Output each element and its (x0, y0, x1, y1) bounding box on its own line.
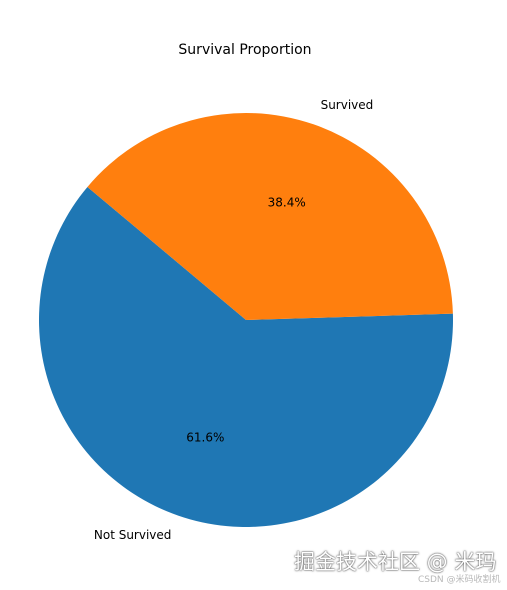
chart-title: Survival Proportion (178, 42, 311, 58)
pie-pct-label: 61.6% (186, 430, 224, 444)
pie-slices (38, 113, 453, 527)
pie-slice-not-survived (38, 186, 453, 527)
pie-category-label: Survived (321, 98, 374, 112)
watermark-subtext: CSDN @米码收割机 (418, 575, 501, 585)
watermark-text: 掘金技术社区 @ 米玛 (294, 550, 497, 574)
pie-labels: 61.6% Not Survived 38.4% Survived (94, 98, 373, 542)
pie-category-label: Not Survived (94, 528, 172, 542)
pie-pct-label: 38.4% (268, 196, 306, 210)
pie-slice-survived (87, 113, 453, 320)
